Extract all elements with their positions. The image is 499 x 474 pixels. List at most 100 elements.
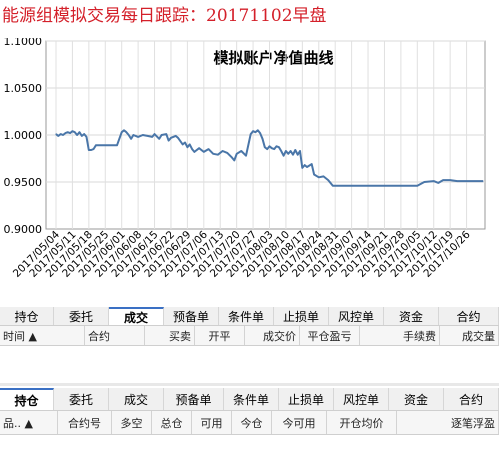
trades-col-2[interactable]: 合约 [85, 326, 145, 345]
data-point [465, 180, 468, 182]
data-point [146, 135, 149, 137]
data-point [170, 137, 172, 139]
positions-col-2[interactable]: 合约号 [58, 411, 112, 434]
chart-title: 模拟账户净值曲线 [213, 49, 333, 67]
data-point [383, 185, 386, 187]
data-point [212, 153, 214, 155]
data-point [250, 133, 252, 135]
data-point [273, 148, 275, 150]
positions-col-5[interactable]: 可用 [192, 411, 232, 434]
data-point [278, 146, 280, 148]
data-point [400, 185, 402, 187]
tab-top-2[interactable]: 委托 [54, 307, 109, 325]
data-point [449, 179, 451, 181]
data-point [88, 149, 90, 151]
data-point [259, 132, 261, 134]
trades-col-6[interactable]: 平仓盈亏 [300, 326, 360, 345]
data-point [116, 144, 118, 146]
data-point [168, 140, 170, 142]
data-point [264, 146, 266, 148]
trades-col-8[interactable]: 成交量 [440, 326, 499, 345]
data-point [191, 148, 193, 150]
data-point [252, 130, 254, 132]
positions-col-1[interactable]: 品.. ▲ [0, 411, 58, 434]
tab-top-9[interactable]: 合约 [439, 307, 499, 325]
tab-bottom-8[interactable]: 资金 [389, 388, 444, 410]
y-tick-label: 1.0500 [4, 82, 43, 95]
trades-col-4[interactable]: 开平 [195, 326, 245, 345]
tab-bottom-2[interactable]: 委托 [54, 388, 109, 410]
nav-chart: 模拟账户净值曲线 0.9000 0.9500 1.0000 1.0500 1.1000 20… [0, 38, 499, 298]
data-point [184, 141, 186, 144]
data-point [318, 176, 320, 178]
trades-table-header: 时间 ▲ 合约 买卖 开平 成交价 平仓盈亏 手续费 成交量 [0, 325, 499, 346]
data-point [217, 154, 219, 156]
tab-top-1[interactable]: 持仓 [0, 307, 54, 325]
tab-bottom-3[interactable]: 成交 [109, 388, 164, 410]
tab-bottom-1[interactable]: 持仓 [0, 388, 54, 410]
data-point [83, 133, 85, 135]
data-point [182, 143, 184, 145]
data-point [132, 134, 135, 136]
positions-col-6[interactable]: 今仓 [232, 411, 272, 434]
trades-col-3[interactable]: 买卖 [145, 326, 195, 345]
trades-col-1[interactable]: 时间 ▲ [0, 326, 85, 345]
tab-bottom-4[interactable]: 预备单 [164, 388, 224, 410]
positions-col-9[interactable]: 逐笔浮盈 [397, 411, 499, 434]
data-point [285, 150, 287, 152]
nav-chart-svg: 模拟账户净值曲线0.90000.95001.00001.05001.100020… [4, 38, 486, 280]
data-point [236, 153, 238, 155]
positions-col-3[interactable]: 多空 [112, 411, 152, 434]
positions-table-body [0, 435, 499, 474]
tab-bottom-7[interactable]: 风控单 [334, 388, 389, 410]
data-point [203, 151, 205, 153]
data-point [423, 181, 425, 183]
data-point [482, 180, 484, 182]
data-point [175, 135, 177, 137]
data-point [92, 148, 95, 150]
data-point [280, 150, 282, 152]
data-point [226, 152, 228, 154]
data-point [311, 163, 313, 165]
data-point [85, 136, 88, 138]
data-point [57, 135, 59, 137]
tab-bottom-5[interactable]: 条件单 [224, 388, 279, 410]
data-point [111, 144, 113, 146]
tab-bottom-9[interactable]: 合约 [444, 388, 499, 410]
data-point [290, 150, 292, 152]
tabbar-bottom: 持仓 委托 成交 预备单 条件单 止损单 风控单 资金 合约 [0, 388, 499, 410]
positions-col-8[interactable]: 开仓均价 [327, 411, 397, 434]
trades-col-7[interactable]: 手续费 [360, 326, 440, 345]
y-tick-label: 0.9000 [4, 223, 43, 236]
data-point [221, 150, 224, 152]
data-point [158, 138, 160, 140]
data-point [125, 131, 127, 133]
trades-col-5[interactable]: 成交价 [245, 326, 300, 345]
data-point [257, 129, 259, 131]
tab-top-3[interactable]: 成交 [109, 307, 164, 325]
data-point [137, 136, 139, 138]
data-point [95, 144, 97, 146]
data-point [142, 134, 144, 136]
data-point [442, 179, 444, 181]
data-point [313, 173, 315, 176]
data-point [327, 179, 329, 181]
data-point [245, 155, 247, 157]
tab-top-5[interactable]: 条件单 [219, 307, 274, 325]
positions-col-4[interactable]: 总仓 [152, 411, 192, 434]
tab-top-7[interactable]: 风控单 [329, 307, 384, 325]
data-point [69, 132, 71, 134]
tab-top-6[interactable]: 止损单 [274, 307, 329, 325]
data-point [130, 138, 132, 140]
data-point [266, 148, 268, 150]
positions-col-7[interactable]: 今可用 [272, 411, 327, 434]
tab-bottom-6[interactable]: 止损单 [279, 388, 334, 410]
data-point [433, 180, 435, 182]
data-point [198, 147, 200, 149]
tab-top-8[interactable]: 资金 [384, 307, 439, 325]
data-point [60, 133, 62, 135]
data-point [90, 149, 92, 151]
data-point [301, 167, 303, 169]
data-point [292, 154, 294, 156]
tab-top-4[interactable]: 预备单 [164, 307, 219, 325]
